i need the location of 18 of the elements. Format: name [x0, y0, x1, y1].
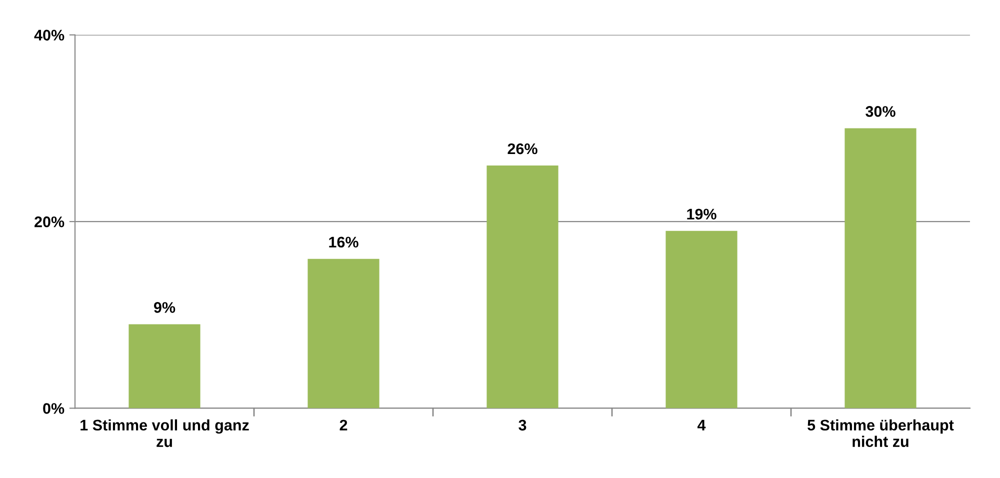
data-label: 26% — [508, 143, 538, 154]
bar — [308, 258, 380, 408]
x-tick-label: 2 — [340, 420, 348, 430]
y-tick-label: 40% — [34, 30, 64, 41]
y-tick-label: 20% — [34, 216, 64, 228]
data-label: 16% — [329, 236, 358, 248]
data-label: 19% — [687, 208, 716, 220]
data-label: 9% — [154, 302, 176, 313]
data-label: 30% — [866, 106, 896, 117]
y-tick-label: 0% — [43, 403, 64, 414]
x-tick-label: 3 — [518, 420, 526, 431]
x-tick-label: 4 — [697, 420, 706, 430]
x-tick-label: 1 Stimme voll und ganz zu — [80, 419, 249, 448]
x-tick-label: 5 Stimme überhaupt nicht zu — [808, 419, 954, 447]
bar — [844, 128, 916, 408]
bar — [666, 230, 738, 408]
bar — [128, 324, 200, 408]
bar — [486, 166, 558, 408]
